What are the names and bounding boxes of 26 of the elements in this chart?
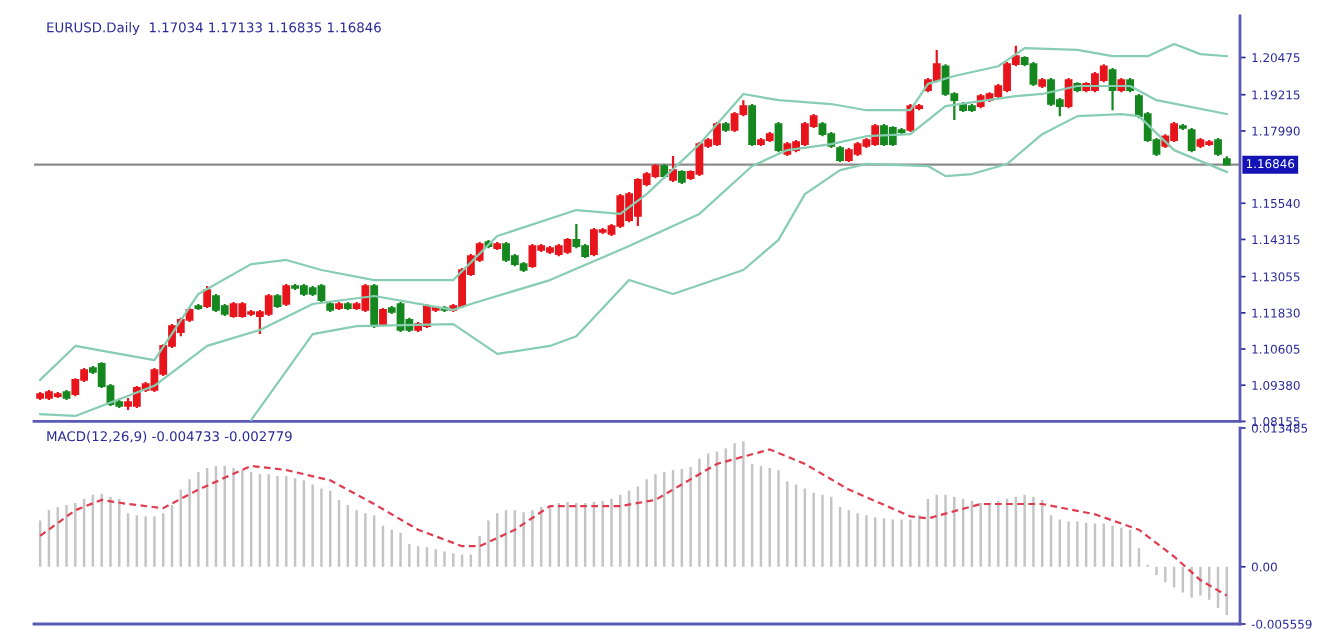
candlestick <box>361 282 370 314</box>
candlestick <box>695 141 704 178</box>
candlestick <box>203 284 212 310</box>
candlestick <box>774 120 783 154</box>
candlestick <box>71 377 80 398</box>
candlestick <box>1064 76 1073 110</box>
candlestick <box>282 282 291 308</box>
candlestick <box>370 282 379 330</box>
candlestick <box>616 193 625 230</box>
candlestick <box>730 110 739 134</box>
candlestick <box>317 282 326 304</box>
candlestick <box>572 222 581 250</box>
candlestick <box>264 292 273 318</box>
candlestick <box>906 102 915 134</box>
candlestick <box>748 102 757 148</box>
line-series <box>250 112 1228 422</box>
candlestick <box>1029 60 1038 88</box>
candlestick <box>1214 136 1222 158</box>
candlestick <box>932 48 941 84</box>
line-series <box>39 42 1228 382</box>
candlestick <box>1099 63 1108 84</box>
candlestick <box>528 242 537 270</box>
candlestick <box>669 154 677 184</box>
candlestick <box>1187 126 1196 154</box>
line-series <box>39 448 1228 597</box>
line-series <box>39 84 1228 418</box>
